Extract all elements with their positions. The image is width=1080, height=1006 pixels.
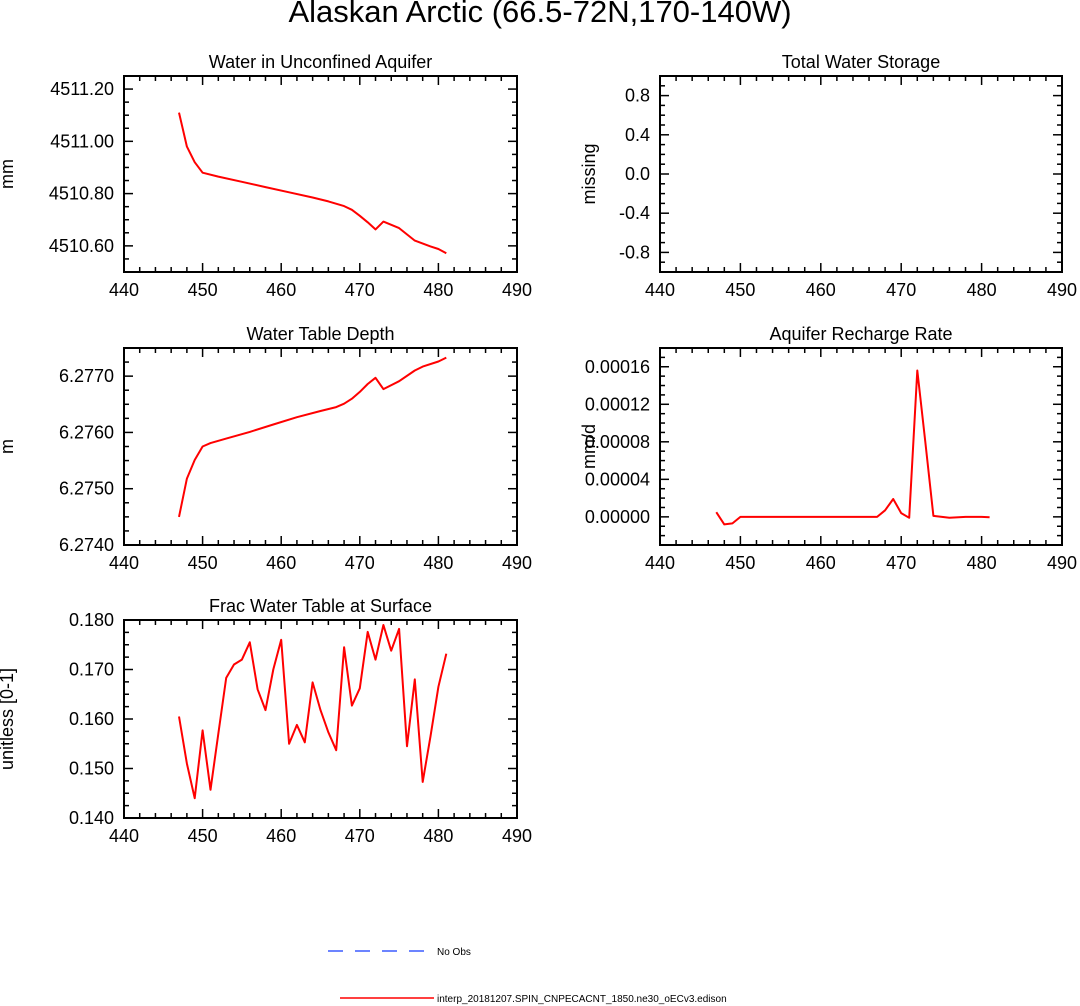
series-line (715, 369, 990, 526)
chart-title: Water in Unconfined Aquifer (209, 52, 432, 72)
y-tick-label: 4511.20 (50, 79, 114, 99)
legend-no-obs-label: No Obs (437, 947, 471, 958)
y-tick-label: 0.140 (69, 808, 114, 828)
chart-title: Aquifer Recharge Rate (769, 324, 952, 344)
x-tick-label: 480 (967, 280, 997, 300)
x-tick-label: 440 (109, 280, 139, 300)
y-tick-label: 0.8 (625, 86, 650, 106)
x-tick-label: 480 (423, 826, 453, 846)
y-tick-label: 0.170 (69, 660, 114, 680)
x-tick-label: 440 (645, 280, 675, 300)
y-tick-label: 6.2770 (59, 366, 114, 386)
plot-frame (659, 75, 1063, 273)
y-tick-label: 0.00016 (585, 357, 650, 377)
y-axis-label: mm (0, 159, 17, 189)
y-axis-label: unitless [0-1] (0, 668, 17, 770)
y-tick-label: 6.2760 (59, 422, 114, 442)
x-tick-label: 460 (266, 553, 296, 573)
chart-title: Total Water Storage (782, 52, 940, 72)
y-tick-label: 0.180 (69, 610, 114, 630)
x-tick-label: 450 (725, 553, 755, 573)
x-tick-label: 470 (345, 826, 375, 846)
x-tick-label: 450 (188, 826, 218, 846)
y-tick-label: 0.0 (625, 164, 650, 184)
y-axis-label: m (0, 439, 17, 454)
y-tick-label: 0.150 (69, 759, 114, 779)
x-tick-label: 470 (345, 553, 375, 573)
chart-panel-2: Total Water Storage 440 450 460 470 480 490 -0.… (579, 52, 1077, 300)
x-tick-label: 480 (967, 553, 997, 573)
x-tick-label: 460 (806, 280, 836, 300)
x-tick-label: 450 (725, 280, 755, 300)
x-tick-label: 490 (1047, 280, 1077, 300)
y-tick-label: 0.00000 (585, 507, 650, 527)
x-tick-label: 450 (188, 280, 218, 300)
legend: No Obs interp_20181207.SPIN_CNPECACNT_185… (328, 947, 727, 1005)
y-tick-label: -0.4 (619, 203, 650, 223)
plot-frame (659, 347, 1063, 546)
x-tick-label: 490 (502, 826, 532, 846)
x-tick-label: 470 (886, 553, 916, 573)
x-tick-label: 460 (806, 553, 836, 573)
page-title: Alaskan Arctic (66.5-72N,170-140W) (288, 0, 792, 29)
x-tick-label: 490 (1047, 553, 1077, 573)
y-tick-label: 4510.60 (49, 236, 114, 256)
y-tick-label: 0.4 (625, 125, 650, 145)
x-tick-label: 450 (188, 553, 218, 573)
x-tick-label: 470 (886, 280, 916, 300)
y-tick-label: 0.160 (69, 709, 114, 729)
x-tick-label: 460 (266, 280, 296, 300)
series-line (178, 112, 447, 255)
x-tick-label: 480 (423, 553, 453, 573)
chart-panel-1: Water in Unconfined Aquifer 440 450 460 470 4… (0, 52, 532, 300)
x-tick-label: 490 (502, 280, 532, 300)
chart-panel-3: Water Table Depth 440 450 460 470 480 490 6.274… (0, 324, 532, 573)
chart-panel-5: Frac Water Table at Surface 440 450 460 470 4… (0, 596, 532, 846)
y-tick-label: 6.2750 (59, 479, 114, 499)
x-tick-label: 440 (645, 553, 675, 573)
series-line (178, 356, 447, 518)
y-tick-label: 0.00008 (585, 432, 650, 452)
chart-panel-4: Aquifer Recharge Rate 440 450 460 470 480 490 0… (579, 324, 1077, 573)
y-axis-label: missing (579, 143, 599, 204)
y-tick-label: 4510.80 (49, 184, 114, 204)
x-tick-label: 440 (109, 826, 139, 846)
x-tick-label: 440 (109, 553, 139, 573)
y-tick-label: 0.00004 (585, 469, 650, 489)
x-tick-label: 470 (345, 280, 375, 300)
y-tick-label: 6.2740 (59, 535, 114, 555)
chart-title: Frac Water Table at Surface (209, 596, 432, 616)
chart-title: Water Table Depth (246, 324, 394, 344)
legend-model-label: interp_20181207.SPIN_CNPECACNT_1850.ne30… (437, 994, 727, 1005)
plot-frame (123, 619, 518, 819)
y-axis-label: mm/d (579, 424, 599, 469)
x-tick-label: 480 (423, 280, 453, 300)
plot-frame (123, 75, 518, 273)
y-tick-label: 4511.00 (50, 131, 114, 151)
y-tick-label: -0.8 (619, 242, 650, 262)
x-tick-label: 490 (502, 553, 532, 573)
plot-frame (123, 347, 518, 546)
x-tick-label: 460 (266, 826, 296, 846)
series-line (178, 624, 448, 800)
y-tick-label: 0.00012 (585, 394, 650, 414)
